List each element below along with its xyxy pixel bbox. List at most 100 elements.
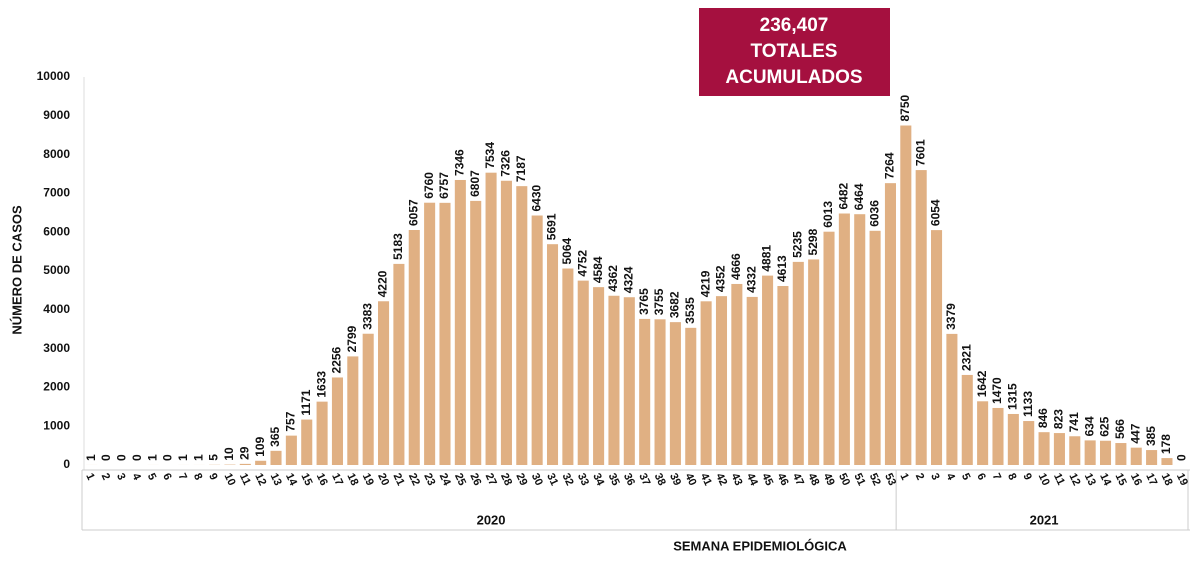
x-tick-label: 49 [821,471,837,487]
x-tick-label: 5 [959,471,972,482]
bar [316,401,328,465]
bar [593,287,605,465]
data-label: 5691 [545,213,559,240]
data-label: 6036 [867,200,881,227]
y-tick-label: 9000 [43,108,70,122]
x-tick-label: 1 [83,471,96,482]
bar [854,214,866,465]
data-label: 4324 [621,266,635,293]
annotation-box [699,8,890,96]
x-tick-label: 19 [1174,471,1190,487]
x-tick-label: 11 [1051,471,1067,487]
x-tick-label: 34 [590,471,606,488]
bar [408,229,420,465]
bar [516,186,528,465]
data-label: 7264 [883,152,897,179]
data-label: 1470 [990,377,1004,404]
x-tick-label: 8 [1005,471,1018,482]
data-label: 3383 [360,303,374,330]
x-tick-label: 12 [252,471,268,487]
data-label: 1633 [314,371,328,398]
data-label: 8750 [898,94,912,121]
x-tick-label: 4 [129,471,143,482]
x-tick-label: 12 [1066,471,1082,487]
bar [915,170,927,465]
bar [255,460,267,465]
group-label: 2021 [1030,512,1059,527]
bar [347,356,359,465]
data-label: 4613 [775,255,789,282]
data-label: 3755 [652,288,666,315]
x-tick-label: 52 [867,471,883,487]
data-label: 0 [115,454,129,461]
data-label: 4752 [575,250,589,277]
x-tick-label: 10 [1036,471,1052,487]
bar [654,319,666,465]
data-label: 7601 [913,139,927,166]
bar [331,377,343,465]
x-tick-label: 6 [160,471,173,482]
bar [1146,450,1158,465]
data-label: 634 [1082,416,1096,436]
x-tick-label: 9 [1020,471,1033,482]
data-label: 5183 [391,233,405,260]
data-label: 3535 [683,297,697,324]
bar [992,407,1004,465]
bar [378,301,390,465]
data-label: 1 [191,454,205,461]
data-label: 10 [222,447,236,461]
x-tick-label: 28 [498,471,514,487]
x-tick-label: 11 [237,471,253,487]
x-tick-label: 15 [298,471,314,487]
x-tick-label: 36 [621,471,637,487]
data-label: 385 [1144,426,1158,446]
data-label: 566 [1113,419,1127,439]
x-tick-label: 45 [759,471,775,487]
x-tick-label: 40 [682,471,698,487]
data-label: 0 [99,454,113,461]
x-tick-label: 3 [928,471,941,482]
bar [746,296,758,465]
bar [731,283,743,465]
bar [424,202,436,465]
bar [1007,413,1019,465]
x-tick-label: 32 [560,471,576,487]
data-label: 178 [1159,434,1173,454]
bar [792,261,804,465]
data-label: 5298 [806,228,820,255]
bar [577,280,589,465]
bar [1038,432,1050,465]
data-label: 447 [1128,423,1142,443]
data-label: 4881 [760,245,774,272]
bar [470,200,482,465]
bar [1053,433,1065,465]
data-label: 6013 [821,201,835,228]
x-tick-label: 39 [667,471,683,487]
data-label: 7534 [483,142,497,169]
data-label: 757 [284,411,298,431]
data-label: 6464 [852,183,866,210]
data-label: 2799 [345,325,359,352]
x-tick-label: 37 [636,471,652,487]
x-tick-label: 18 [1159,471,1175,487]
x-tick-label: 27 [483,471,499,487]
annotation: TOTALES [751,41,838,62]
bar [531,215,543,465]
x-tick-label: 8 [191,471,204,482]
data-label: 1 [84,454,98,461]
x-tick-label: 17 [1143,471,1159,487]
data-label: 5064 [560,237,574,264]
x-tick-label: 18 [344,471,360,487]
x-tick-label: 21 [391,471,407,487]
data-label: 7326 [499,150,513,177]
bar [439,202,451,465]
x-tick-label: 3 [114,471,127,482]
bar [1099,440,1112,465]
x-tick-label: 22 [406,471,422,487]
bar [1023,421,1035,465]
x-tick-label: 19 [360,471,376,487]
y-tick-label: 4000 [43,302,70,316]
data-label: 6430 [529,184,543,211]
